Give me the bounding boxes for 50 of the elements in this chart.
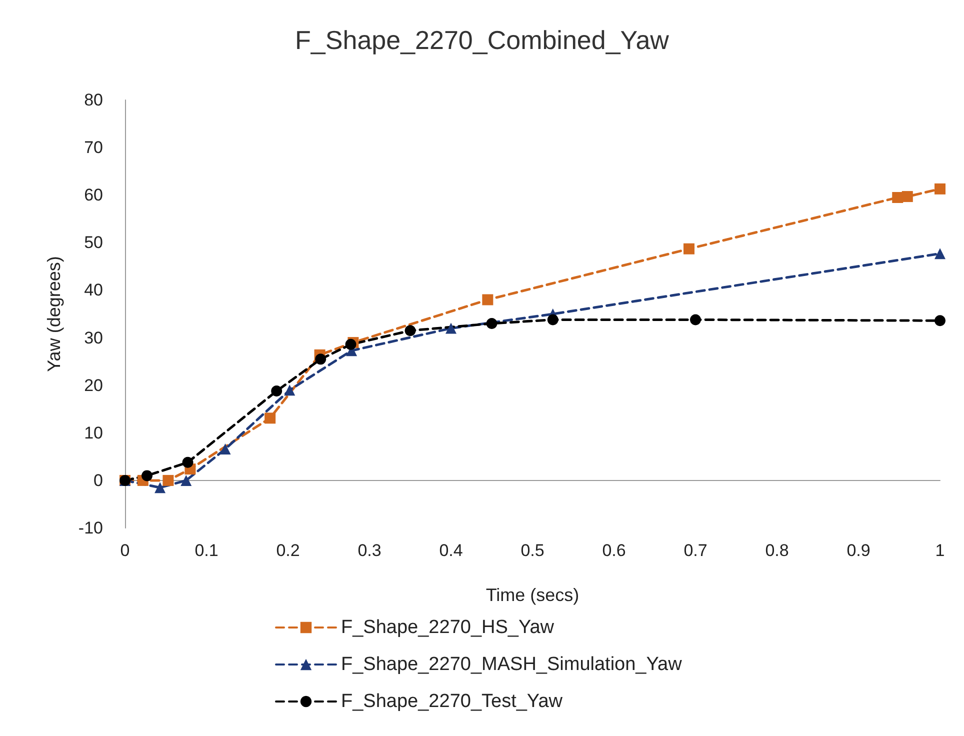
x-axis-title: Time (secs): [486, 585, 580, 605]
y-tick-label: -10: [78, 518, 103, 538]
x-tick-label: 0.1: [194, 541, 218, 560]
x-tick-label: 0.6: [602, 541, 626, 560]
point: [690, 314, 701, 326]
x-tick-label: 0.3: [358, 541, 382, 560]
point: [486, 318, 498, 330]
point: [446, 322, 456, 334]
x-tick-label: 0: [120, 541, 130, 560]
y-tick-label: 0: [94, 470, 103, 490]
point: [482, 294, 494, 306]
y-tick-label: 80: [84, 90, 103, 110]
x-tick-label: 0.7: [684, 541, 708, 560]
point: [142, 470, 153, 482]
y-tick-label: 10: [84, 423, 103, 442]
y-tick-label: 60: [84, 186, 103, 205]
y-tick-label: 50: [84, 233, 103, 252]
point: [220, 444, 231, 455]
point: [547, 314, 558, 326]
y-tick-label: 40: [84, 280, 103, 300]
point: [162, 474, 174, 486]
point: [264, 412, 276, 424]
y-axis-title: Yaw (degrees): [44, 256, 64, 372]
x-tick-label: 0.2: [276, 541, 300, 560]
point: [315, 354, 326, 365]
legend-label: F_Shape_2270_HS_Yaw: [341, 617, 554, 638]
x-tick-label: 0.5: [520, 541, 544, 560]
point: [683, 243, 694, 254]
point: [180, 474, 192, 486]
point: [934, 315, 946, 326]
y-tick-label: 30: [84, 328, 103, 348]
point: [902, 191, 913, 202]
y-tick-label: 70: [84, 138, 103, 158]
point: [284, 384, 296, 396]
point: [154, 482, 166, 494]
x-tick-label: 0.4: [439, 541, 463, 560]
x-tick-label: 0.9: [846, 541, 870, 560]
legend-label: F_Shape_2270_Test_Yaw: [341, 691, 563, 712]
point: [345, 338, 356, 350]
x-tick-label: 1: [935, 541, 945, 560]
y-tick-label: 20: [84, 376, 103, 395]
chart-title: F_Shape_2270_Combined_Yaw: [295, 25, 670, 55]
point: [271, 386, 282, 397]
point: [404, 325, 416, 336]
x-tick-label: 0.8: [765, 541, 789, 560]
point: [934, 183, 946, 194]
legend-label: F_Shape_2270_MASH_Simulation_Yaw: [341, 654, 682, 675]
point: [182, 456, 194, 468]
point: [934, 248, 946, 260]
point: [892, 192, 904, 203]
